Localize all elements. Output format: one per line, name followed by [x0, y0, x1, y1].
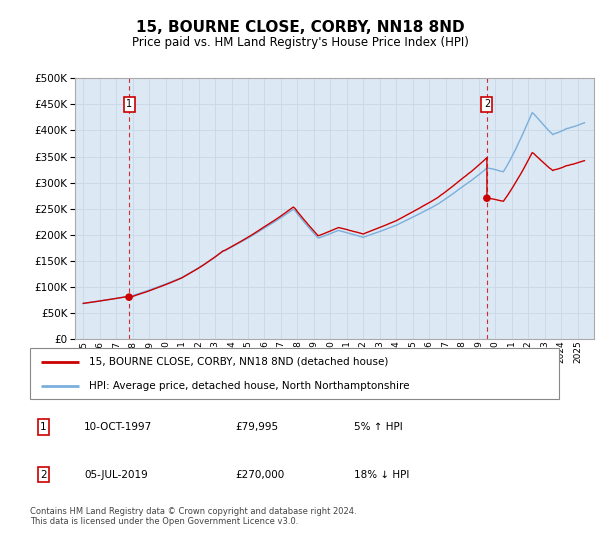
Text: 18% ↓ HPI: 18% ↓ HPI — [354, 469, 409, 479]
Text: Price paid vs. HM Land Registry's House Price Index (HPI): Price paid vs. HM Land Registry's House … — [131, 36, 469, 49]
Text: 2: 2 — [40, 469, 47, 479]
Point — [482, 194, 492, 203]
Text: HPI: Average price, detached house, North Northamptonshire: HPI: Average price, detached house, Nort… — [89, 381, 410, 391]
Text: 2: 2 — [484, 100, 490, 109]
FancyBboxPatch shape — [30, 348, 559, 399]
Text: 1: 1 — [126, 100, 132, 109]
Text: Contains HM Land Registry data © Crown copyright and database right 2024.
This d: Contains HM Land Registry data © Crown c… — [30, 507, 356, 526]
Text: 1: 1 — [40, 422, 47, 432]
Text: £79,995: £79,995 — [235, 422, 278, 432]
Text: 05-JUL-2019: 05-JUL-2019 — [84, 469, 148, 479]
Text: 5% ↑ HPI: 5% ↑ HPI — [354, 422, 403, 432]
Text: 10-OCT-1997: 10-OCT-1997 — [84, 422, 152, 432]
Text: 15, BOURNE CLOSE, CORBY, NN18 8ND: 15, BOURNE CLOSE, CORBY, NN18 8ND — [136, 20, 464, 35]
Text: 15, BOURNE CLOSE, CORBY, NN18 8ND (detached house): 15, BOURNE CLOSE, CORBY, NN18 8ND (detac… — [89, 357, 389, 367]
Point — [124, 293, 134, 302]
Text: £270,000: £270,000 — [235, 469, 284, 479]
